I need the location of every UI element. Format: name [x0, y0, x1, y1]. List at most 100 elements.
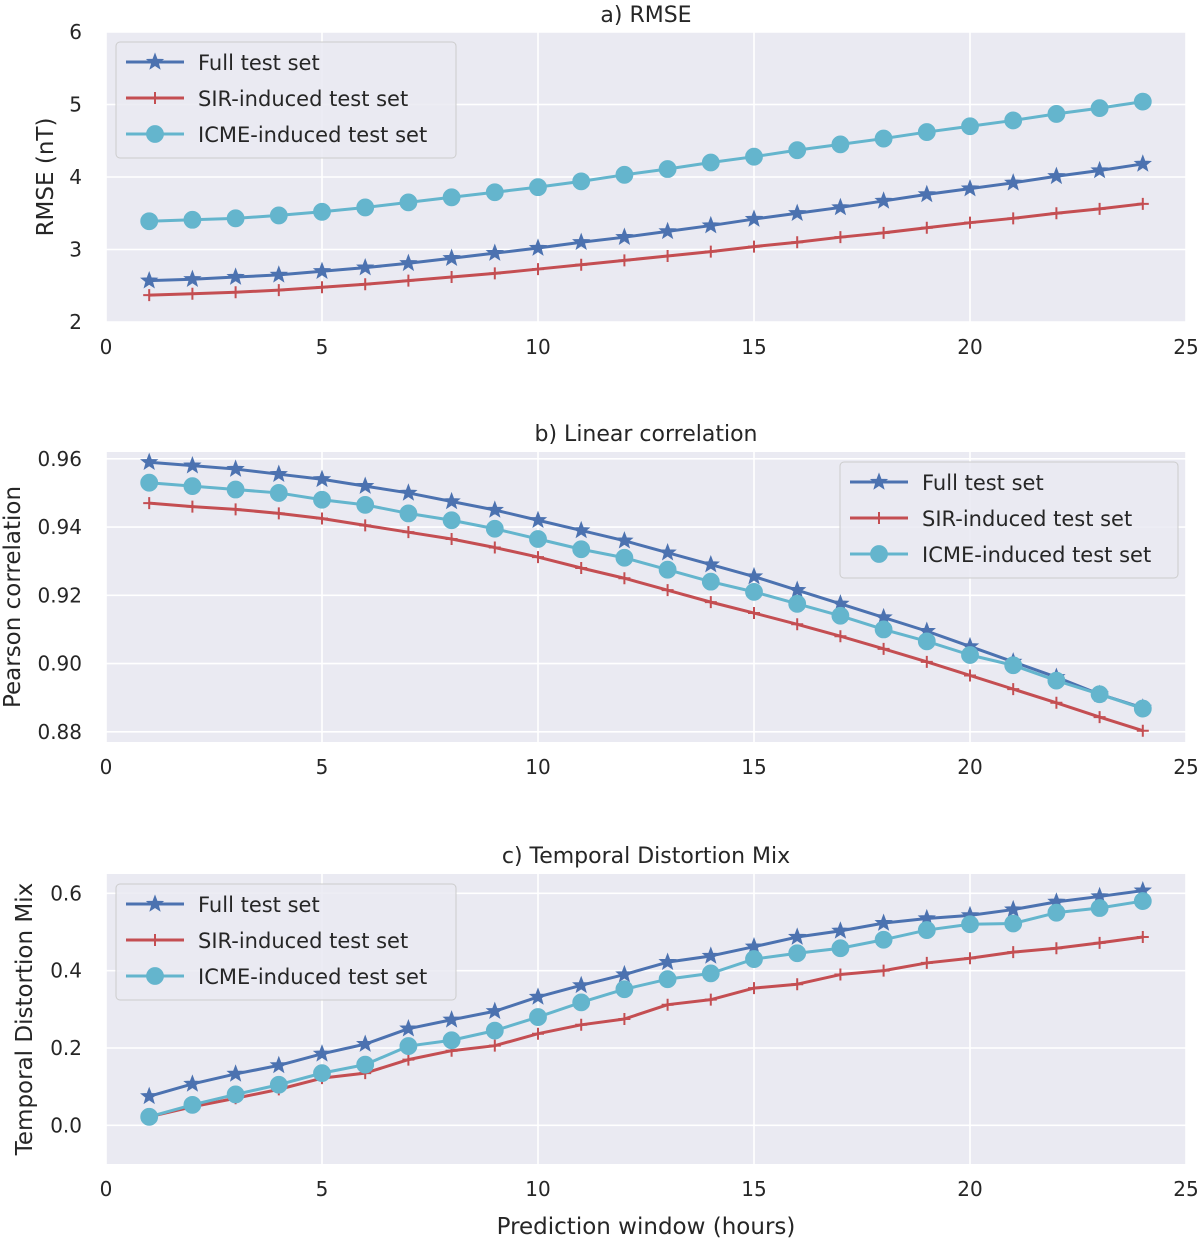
series-tdm: [140, 880, 1152, 1126]
y-tick-label: 0.0: [50, 1113, 82, 1137]
data-point: [272, 507, 285, 520]
series-line: [149, 501, 1144, 733]
data-point: [701, 572, 720, 591]
data-point: [618, 1013, 631, 1025]
chart-title-tdm: c) Temporal Distortion Mix: [502, 844, 790, 869]
data-point: [140, 1107, 159, 1126]
data-point: [615, 964, 634, 983]
data-point: [831, 135, 850, 154]
data-point: [615, 548, 634, 567]
data-point: [788, 203, 807, 222]
series-full-test-set: [140, 880, 1152, 1105]
data-point: [226, 459, 245, 477]
data-point: [788, 944, 807, 963]
data-point: [140, 452, 159, 471]
data-point: [140, 212, 159, 231]
y-axis-label-correlation: Pearson correlation: [0, 486, 26, 708]
tick-labels-rmse: 0 5 10 15 20 25 2 3 4 5 6: [69, 20, 1198, 359]
series-sir-induced-test-set: [143, 497, 1149, 737]
data-point: [877, 226, 890, 239]
data-point: [917, 123, 936, 141]
data-point: [442, 1010, 461, 1028]
data-point: [748, 982, 760, 995]
data-point: [1090, 685, 1109, 704]
data-point: [874, 620, 893, 639]
series-icme-induced-test-set: [140, 92, 1152, 231]
data-point: [356, 257, 375, 276]
legend-label: SIR-induced test set: [198, 87, 408, 111]
data-point: [704, 245, 717, 258]
legend-marker: [145, 52, 165, 70]
data-point: [791, 618, 804, 631]
data-point: [615, 227, 634, 245]
data-point: [658, 543, 677, 561]
data-point: [1004, 914, 1023, 933]
data-point: [1007, 212, 1020, 225]
data-point: [575, 1018, 588, 1031]
x-tick-label: 0: [100, 755, 113, 779]
data-point: [834, 968, 847, 981]
data-point: [226, 480, 245, 499]
legend-marker: [146, 125, 164, 143]
data-point: [532, 263, 544, 276]
data-point: [356, 495, 375, 514]
series-line: [148, 935, 1143, 1119]
data-point: [488, 541, 501, 554]
data-point: [442, 248, 461, 267]
panel-tdm: c) Temporal Distortion Mix Temporal Dist…: [12, 844, 1199, 1240]
data-point: [834, 630, 847, 643]
data-point: [485, 500, 504, 518]
x-tick-label: 20: [957, 755, 982, 779]
data-point: [140, 1086, 159, 1105]
data-point: [658, 560, 677, 579]
data-point: [1047, 903, 1066, 922]
data-point: [399, 253, 418, 272]
data-point: [1136, 197, 1149, 210]
data-point: [1007, 683, 1020, 696]
data-point: [183, 1074, 202, 1092]
x-tick-label: 5: [316, 1177, 329, 1201]
data-point: [877, 964, 890, 977]
legend-box: [839, 461, 1179, 579]
data-point: [964, 669, 976, 682]
data-point: [874, 191, 893, 209]
legend-box: [115, 883, 457, 1001]
legend-box: [115, 41, 457, 159]
y-tick-label: 0.6: [50, 881, 82, 905]
data-point: [745, 582, 763, 601]
data-point: [917, 632, 936, 651]
chart-title-correlation: b) Linear correlation: [535, 422, 758, 447]
data-point: [269, 464, 288, 482]
data-point: [701, 153, 720, 172]
y-tick-label: 4: [69, 165, 82, 189]
data-point: [704, 993, 717, 1006]
data-point: [1093, 936, 1106, 949]
data-point: [316, 281, 328, 294]
legend-marker: [149, 92, 161, 104]
legend-marker: [869, 472, 889, 490]
y-tick-label: 0.92: [37, 583, 82, 607]
data-point: [485, 183, 504, 202]
data-point: [874, 930, 893, 949]
data-point: [748, 607, 760, 620]
y-tick-label: 0.88: [37, 720, 82, 744]
series-sir-induced-test-set: [143, 197, 1149, 302]
series-line: [149, 162, 1144, 283]
data-point: [186, 500, 199, 513]
data-point: [528, 510, 548, 529]
data-point: [485, 1001, 504, 1020]
x-tick-label: 0: [100, 1177, 113, 1201]
x-tick-label: 10: [525, 335, 550, 359]
series-line: [149, 202, 1143, 297]
data-point: [748, 240, 760, 253]
data-point: [1136, 724, 1149, 737]
data-point: [356, 1055, 375, 1074]
data-point: [359, 519, 372, 532]
data-point: [183, 456, 202, 474]
legend-label: SIR-induced test set: [922, 507, 1132, 531]
data-point: [701, 554, 720, 573]
legend-tdm: Full test set SIR-induced test set ICME-in…: [115, 883, 457, 1001]
y-axis-label-rmse: RMSE (nT): [33, 118, 59, 237]
data-point: [960, 178, 980, 197]
data-point: [615, 980, 634, 999]
